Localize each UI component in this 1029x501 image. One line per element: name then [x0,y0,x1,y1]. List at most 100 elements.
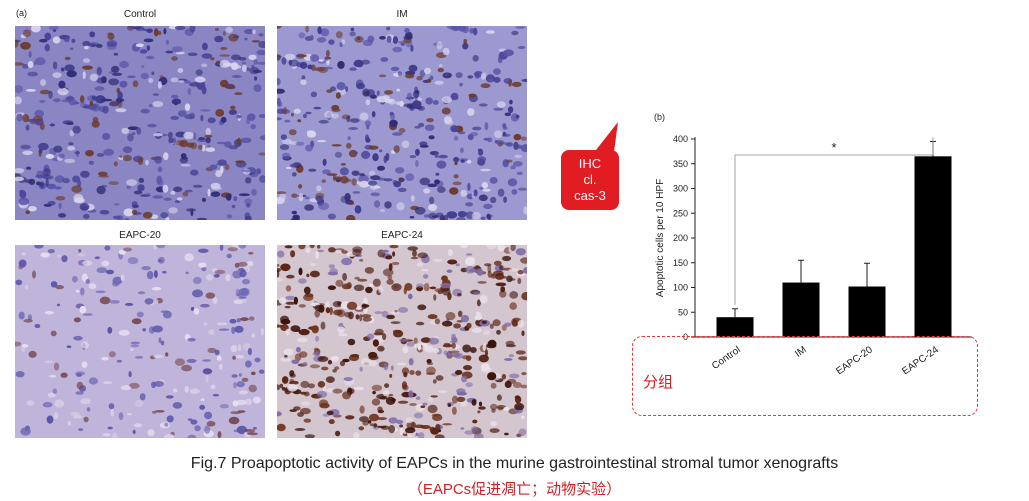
cell-nucleus [277,88,285,94]
cell-nucleus [478,194,488,202]
cell-nucleus [405,73,415,79]
cell-nucleus [210,191,221,197]
cell-nucleus [124,217,130,220]
cell-nucleus [392,251,396,257]
cell-nucleus [392,46,403,53]
cell-nucleus [383,178,393,182]
cell-nucleus [103,148,115,156]
cell-nucleus [464,430,476,435]
cell-nucleus [517,319,525,328]
cell-nucleus [160,340,165,346]
cell-nucleus [305,144,313,152]
cell-nucleus [421,345,431,351]
cell-nucleus [351,178,357,186]
cell-nucleus [304,204,314,211]
cell-nucleus [512,382,522,388]
cell-nucleus [166,415,174,423]
cell-nucleus [24,425,30,431]
cell-nucleus [303,286,311,295]
cell-nucleus [449,187,459,195]
cell-nucleus [378,286,384,293]
cell-nucleus [481,181,489,189]
cell-nucleus [465,266,475,274]
bar-im [782,282,820,337]
cell-nucleus [154,155,163,164]
cell-nucleus [36,181,41,186]
cell-nucleus [57,87,69,96]
cell-nucleus [471,399,477,406]
cell-nucleus [389,119,398,128]
cell-nucleus [401,381,408,389]
cell-nucleus [203,322,208,326]
cell-nucleus [303,113,307,119]
cell-nucleus [140,73,149,80]
cell-nucleus [28,206,37,212]
cell-nucleus [165,50,174,54]
cell-nucleus [163,197,172,201]
cell-nucleus [91,95,97,101]
cell-nucleus [295,141,305,146]
cell-nucleus [364,267,375,274]
cell-nucleus [329,307,333,315]
cell-nucleus [94,86,105,91]
cell-nucleus [277,267,281,273]
cell-nucleus [83,213,90,220]
cell-nucleus [354,205,362,214]
cell-nucleus [210,384,216,390]
cell-nucleus [304,196,310,200]
cell-nucleus [198,248,209,253]
cell-nucleus [201,53,213,59]
cell-nucleus [374,311,383,315]
cell-nucleus [389,373,393,378]
cell-nucleus [214,28,219,31]
cell-nucleus [443,342,451,346]
cell-nucleus [402,103,414,108]
cell-nucleus [64,56,71,61]
cell-nucleus [99,296,111,305]
cell-nucleus [192,289,203,298]
cell-nucleus [386,279,394,285]
cell-nucleus [392,329,402,333]
cell-nucleus [452,406,457,415]
cell-nucleus [75,289,80,293]
cell-nucleus [181,364,193,372]
cell-nucleus [212,296,218,304]
cell-nucleus [172,388,178,393]
cell-nucleus [235,399,247,406]
cell-nucleus [332,388,343,394]
cell-nucleus [201,197,207,202]
micrograph-im [277,26,527,220]
cell-nucleus [499,290,507,298]
cell-nucleus [337,326,345,334]
cell-nucleus [289,378,295,385]
cell-nucleus [127,133,134,142]
cell-nucleus [428,212,437,220]
cell-nucleus [520,144,527,153]
cell-nucleus [468,93,477,98]
cell-nucleus [254,357,261,363]
cell-nucleus [453,174,459,179]
cell-nucleus [237,261,248,267]
cell-nucleus [39,38,48,43]
cell-nucleus [126,185,131,190]
cell-nucleus [392,132,403,136]
cell-nucleus [72,275,78,283]
cell-nucleus [27,71,38,77]
cell-nucleus [133,423,142,428]
cell-nucleus [321,366,329,371]
cell-nucleus [244,398,253,406]
cell-nucleus [137,291,146,295]
cell-nucleus [417,304,427,311]
cell-nucleus [64,158,75,164]
cell-nucleus [428,337,439,345]
cell-nucleus [423,188,431,194]
cell-nucleus [139,49,148,54]
cell-nucleus [42,168,51,177]
panel-b-label: (b) [654,112,665,122]
cell-nucleus [349,31,356,37]
cell-nucleus [423,214,430,218]
cell-nucleus [179,157,189,164]
cell-nucleus [384,201,392,209]
cell-nucleus [143,38,154,43]
cell-nucleus [113,161,118,167]
